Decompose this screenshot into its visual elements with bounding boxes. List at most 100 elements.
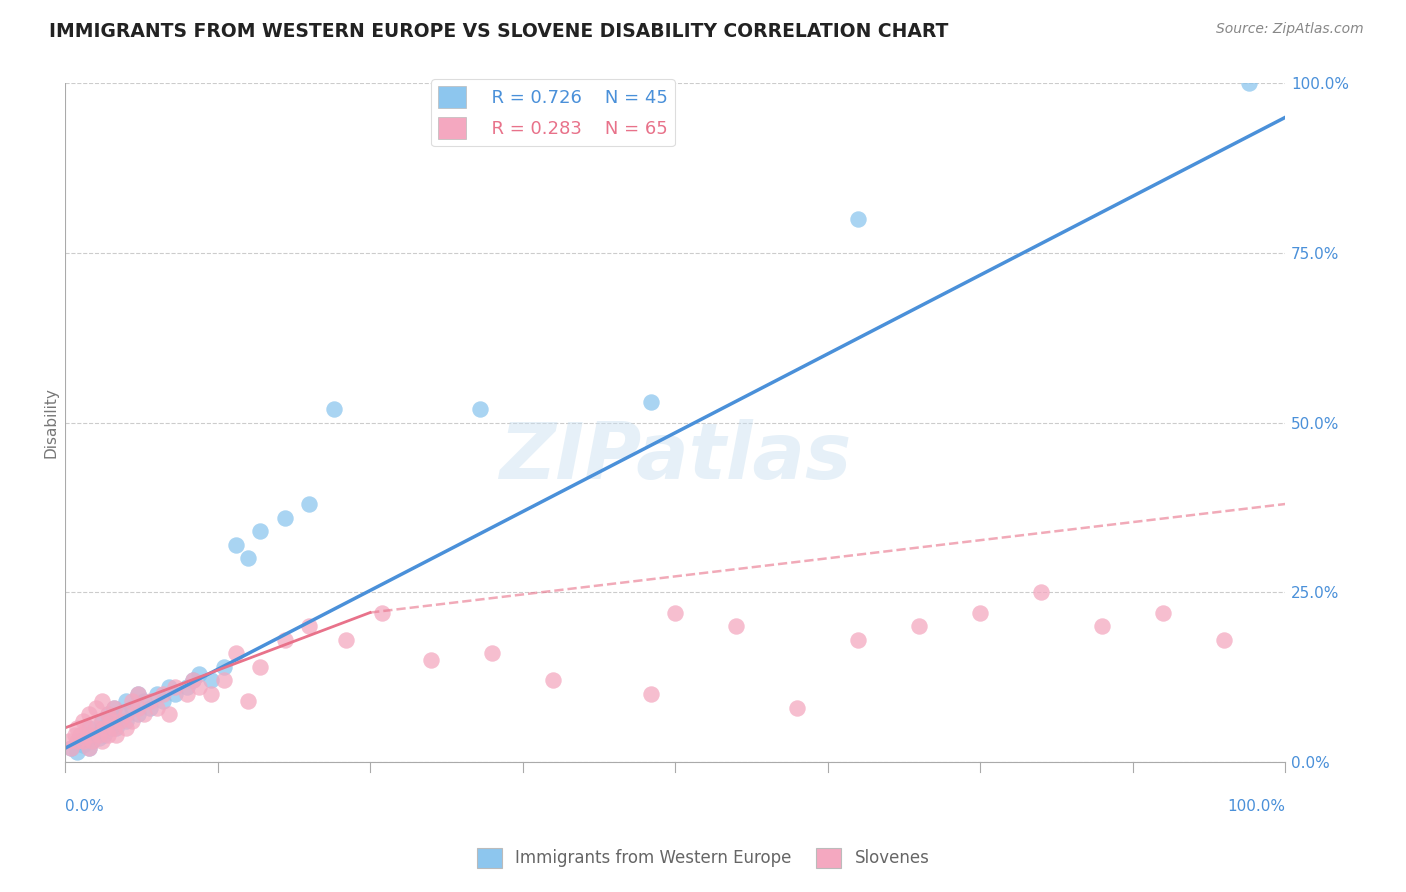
Point (846, 632, 869, 647)
Point (181, 673, 204, 688)
Point (163, 687, 186, 701)
Point (786, 700, 808, 714)
Point (63, 728, 86, 742)
Point (115, 714, 138, 728)
Point (200, 673, 222, 688)
Point (139, 694, 162, 708)
Point (103, 700, 125, 714)
Point (145, 687, 167, 701)
Point (664, 606, 686, 620)
Legend:   R = 0.726    N = 45,   R = 0.283    N = 65: R = 0.726 N = 45, R = 0.283 N = 65 (432, 78, 675, 146)
Point (139, 700, 162, 714)
Point (80, 734, 103, 748)
Y-axis label: Disability: Disability (44, 387, 58, 458)
Point (108, 707, 131, 722)
Point (90, 734, 112, 748)
Point (181, 673, 204, 688)
Point (103, 721, 125, 735)
Point (157, 707, 180, 722)
Point (115, 721, 138, 735)
Point (152, 687, 174, 701)
Point (298, 619, 321, 633)
Point (200, 687, 222, 701)
Point (69, 734, 91, 748)
Point (90, 721, 112, 735)
Point (121, 694, 143, 708)
Point (66, 721, 89, 735)
Point (66, 734, 89, 748)
Point (105, 721, 128, 735)
Point (322, 402, 344, 417)
Point (335, 632, 357, 647)
Point (163, 680, 186, 694)
Point (100, 714, 122, 728)
Point (103, 700, 125, 714)
Point (79, 721, 101, 735)
Point (298, 497, 321, 511)
Point (58, 734, 80, 748)
Point (90, 714, 112, 728)
Point (249, 524, 271, 538)
Point (1091, 619, 1114, 633)
Point (640, 395, 662, 409)
Point (127, 700, 149, 714)
Point (481, 646, 503, 660)
Point (105, 728, 128, 742)
Point (84, 700, 107, 714)
Point (1237, 77, 1260, 91)
Point (66, 745, 89, 759)
Point (1213, 632, 1236, 647)
Point (90, 694, 112, 708)
Point (93, 721, 115, 735)
Point (79, 741, 101, 756)
Point (103, 714, 125, 728)
Point (273, 632, 295, 647)
Text: Source: ZipAtlas.com: Source: ZipAtlas.com (1216, 22, 1364, 37)
Text: 0.0%: 0.0% (65, 799, 104, 814)
Point (176, 680, 198, 694)
Point (152, 694, 174, 708)
Point (89, 728, 111, 742)
Point (60, 741, 83, 756)
Point (846, 212, 869, 227)
Point (188, 666, 211, 681)
Point (84, 728, 107, 742)
Point (236, 551, 259, 566)
Text: 100.0%: 100.0% (1227, 799, 1285, 814)
Point (79, 707, 101, 722)
Point (115, 694, 138, 708)
Point (97, 707, 120, 722)
Point (127, 687, 149, 701)
Point (72, 734, 94, 748)
Point (108, 714, 131, 728)
Point (127, 687, 149, 701)
Point (90, 714, 112, 728)
Point (212, 660, 235, 674)
Point (725, 619, 748, 633)
Point (97, 728, 120, 742)
Point (420, 653, 443, 667)
Point (188, 680, 211, 694)
Point (93, 728, 115, 742)
Point (134, 694, 156, 708)
Point (76, 728, 98, 742)
Point (249, 660, 271, 674)
Point (157, 680, 180, 694)
Point (145, 700, 167, 714)
Point (127, 707, 149, 722)
Point (212, 673, 235, 688)
Text: ZIPatlas: ZIPatlas (499, 418, 851, 494)
Point (225, 538, 247, 552)
Point (76, 721, 98, 735)
Point (97, 707, 120, 722)
Point (1152, 606, 1174, 620)
Point (1031, 585, 1053, 599)
Point (236, 694, 259, 708)
Point (79, 741, 101, 756)
Point (84, 721, 107, 735)
Point (72, 714, 94, 728)
Point (79, 728, 101, 742)
Point (121, 714, 143, 728)
Point (121, 700, 143, 714)
Point (72, 738, 94, 752)
